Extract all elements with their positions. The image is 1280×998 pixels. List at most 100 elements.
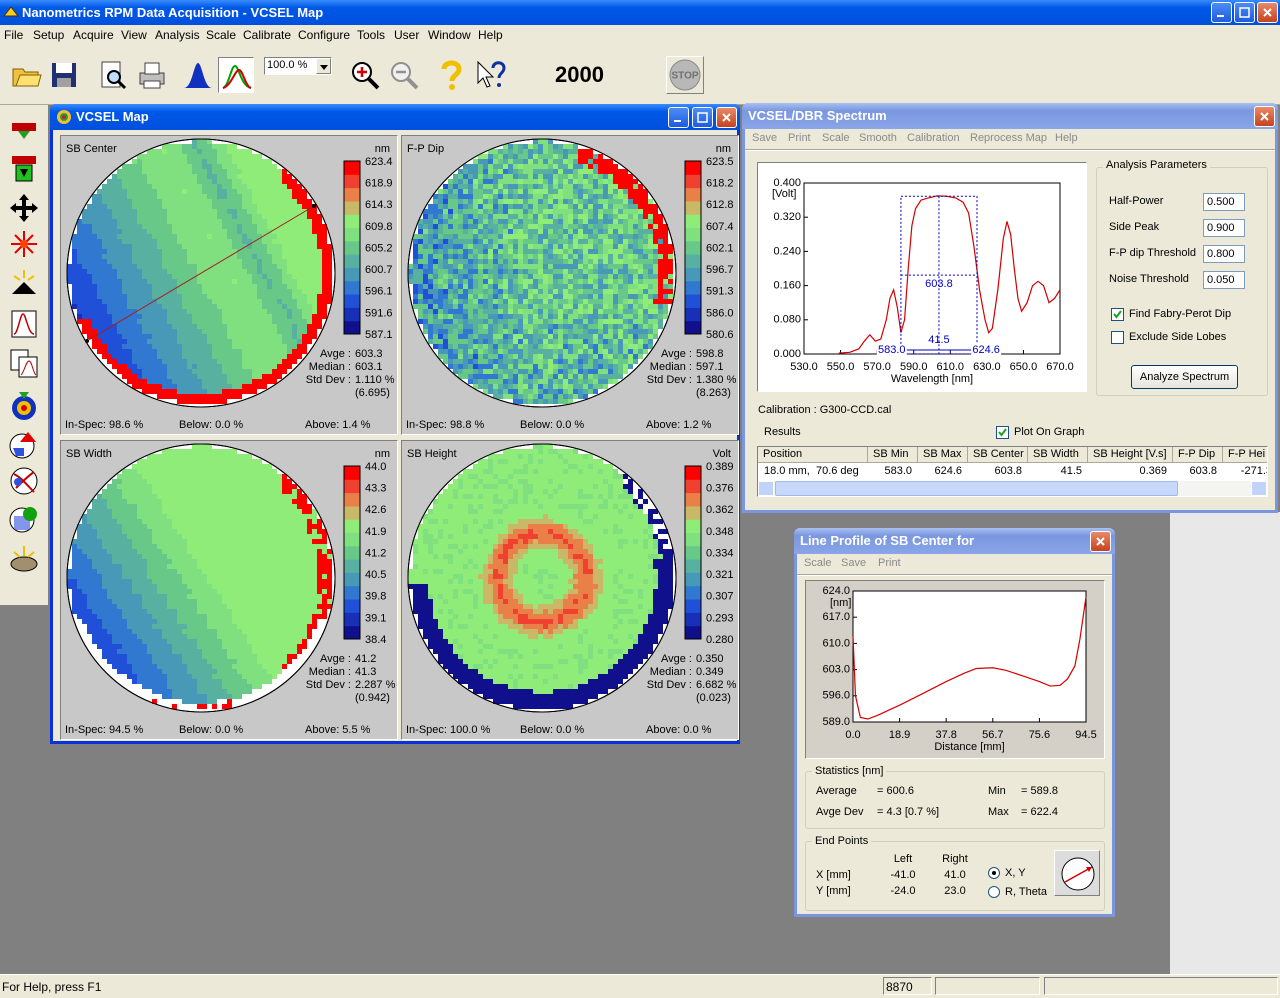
min-button[interactable]: [1211, 2, 1232, 23]
map-cell: [598, 154, 603, 159]
side-tool-button[interactable]: [5, 226, 43, 262]
map-cell: [147, 244, 152, 249]
map-cell: [287, 309, 292, 314]
stop-button[interactable]: STOP: [666, 56, 704, 94]
side-tool-button[interactable]: [5, 306, 43, 342]
menu-item[interactable]: Tools: [357, 28, 386, 42]
map-cell: [232, 239, 237, 244]
map-cell: [287, 334, 292, 339]
map-cell: [648, 344, 653, 349]
map-cell: [227, 159, 232, 164]
side-tool-button[interactable]: [5, 426, 43, 462]
menu-item[interactable]: Acquire: [73, 28, 114, 42]
close-button[interactable]: [716, 107, 737, 128]
menu-item[interactable]: Scale: [206, 28, 237, 42]
map-cell: [277, 359, 282, 364]
toolbar-button[interactable]: [46, 57, 82, 93]
map-cell: [87, 244, 92, 249]
toolbar-button[interactable]: [473, 57, 509, 93]
map-cell: [167, 189, 172, 194]
map-cell: [533, 299, 538, 304]
map-cell: [242, 229, 247, 234]
zoom-combo[interactable]: 100.0 %: [264, 57, 332, 75]
toolbar-button[interactable]: [180, 57, 216, 93]
map-cell: [543, 339, 548, 344]
max-button[interactable]: [1234, 2, 1255, 23]
map-cell: [633, 269, 638, 274]
map-cell: [297, 209, 302, 214]
close-button[interactable]: [1257, 2, 1278, 23]
side-tool-button[interactable]: [5, 462, 43, 498]
map-cell: [503, 149, 508, 154]
map-cell: [603, 279, 608, 284]
map-cell: [608, 189, 613, 194]
map-cell: [653, 234, 658, 239]
map-cell: [568, 189, 573, 194]
menu-item[interactable]: Help: [478, 28, 503, 42]
map-cell: [187, 324, 192, 329]
map-cell: [287, 494, 292, 499]
menu-item[interactable]: Window: [428, 28, 471, 42]
side-tool-button[interactable]: [5, 264, 43, 300]
map-cell: [578, 389, 583, 394]
map-cell: [127, 284, 132, 289]
map-cell: [137, 189, 142, 194]
map-cell: [488, 359, 493, 364]
map-cell: [553, 214, 558, 219]
map-cell: [573, 324, 578, 329]
side-tool-button[interactable]: [5, 388, 43, 424]
map-cell: [628, 319, 633, 324]
map-cell: [167, 464, 172, 469]
map-cell: [242, 214, 247, 219]
menu-item[interactable]: Calibrate: [243, 28, 292, 42]
max-button[interactable]: [692, 107, 713, 128]
map-cell: [543, 389, 548, 394]
map-cell: [212, 144, 217, 149]
map-cell: [458, 369, 463, 374]
map-cell: [262, 174, 267, 179]
map-cell: [648, 319, 653, 324]
toolbar-button[interactable]: [347, 57, 383, 93]
map-cell: [187, 394, 192, 399]
map-cell: [478, 284, 483, 289]
map-cell: [207, 204, 212, 209]
map-cell: [262, 329, 267, 334]
side-tool-button[interactable]: [5, 151, 43, 187]
side-tool-button[interactable]: [5, 345, 43, 381]
map-cell: [282, 304, 287, 309]
toolbar-button[interactable]: [8, 57, 44, 93]
side-tool-button[interactable]: [5, 113, 43, 149]
map-cell: [287, 364, 292, 369]
side-tool-button[interactable]: [5, 190, 43, 226]
map-cell: [137, 499, 142, 504]
map-cell: [638, 189, 643, 194]
menu-item[interactable]: File: [4, 28, 24, 42]
toolbar-button[interactable]: [95, 57, 131, 93]
map-cell: [593, 324, 598, 329]
map-cell: [292, 259, 297, 264]
map-cell: [613, 164, 618, 169]
toolbar-button[interactable]: [433, 57, 469, 93]
side-tool-button[interactable]: [5, 500, 43, 536]
min-button[interactable]: [668, 107, 689, 128]
map-cell: [282, 239, 287, 244]
menu-item[interactable]: View: [121, 28, 147, 42]
map-cell: [503, 339, 508, 344]
side-tool-button[interactable]: [5, 540, 43, 576]
map-cell: [573, 169, 578, 174]
map-cell: [493, 249, 498, 254]
toolbar-button[interactable]: [134, 57, 170, 93]
map-cell: [197, 184, 202, 189]
toolbar-button[interactable]: [218, 57, 254, 93]
map-cell: [518, 364, 523, 369]
map-cell: [277, 374, 282, 379]
menu-item[interactable]: User: [394, 28, 420, 42]
map-cell: [207, 489, 212, 494]
menu-item[interactable]: Configure: [298, 28, 351, 42]
map-cell: [643, 214, 648, 219]
menu-item[interactable]: Analysis: [155, 28, 200, 42]
menu-item[interactable]: Setup: [33, 28, 65, 42]
toolbar-button[interactable]: [386, 57, 422, 93]
map-cell: [162, 479, 167, 484]
map-cell: [122, 264, 127, 269]
